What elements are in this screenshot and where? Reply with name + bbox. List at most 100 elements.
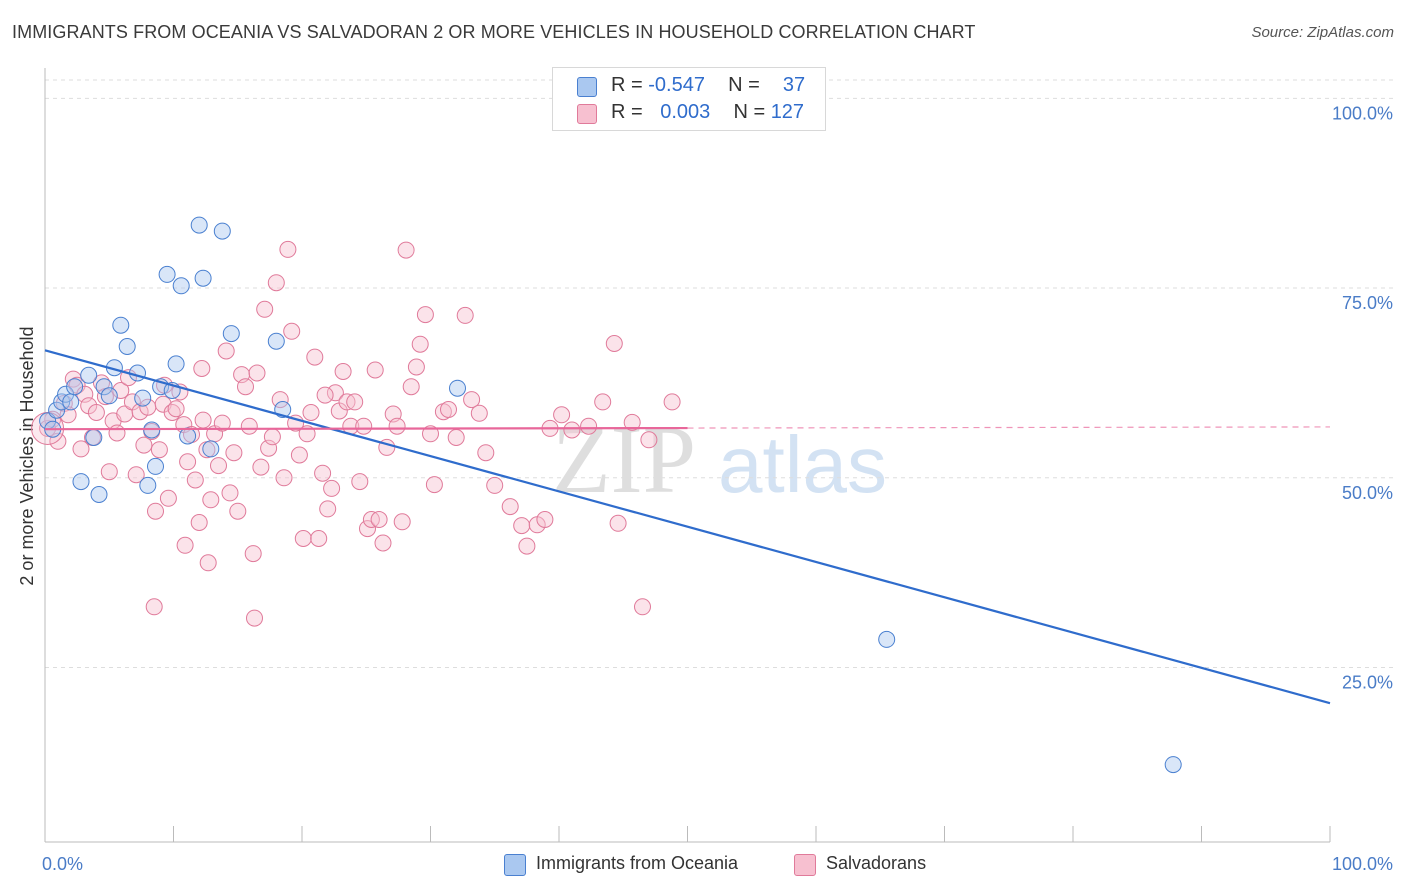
scatter-point — [518, 537, 536, 555]
scatter-point — [202, 491, 220, 509]
scatter-point — [225, 444, 243, 462]
scatter-point — [486, 476, 504, 494]
scatter-point — [463, 391, 481, 409]
scatter-point — [310, 530, 328, 547]
scatter-point — [62, 393, 80, 411]
scatter-point — [72, 440, 90, 458]
legend-label-oceania: Immigrants from Oceania — [536, 853, 739, 873]
stats-r-value: 0.003 — [660, 101, 711, 123]
scatter-point — [179, 453, 197, 471]
scatter-point — [167, 400, 185, 418]
scatter-point — [100, 387, 118, 405]
scatter-point — [393, 513, 411, 531]
trend-lines — [44, 349, 1331, 705]
scatter-point — [221, 484, 239, 502]
scatter-point — [416, 306, 434, 324]
legend-swatch-salvadorans — [794, 854, 816, 876]
scatter-point — [80, 366, 98, 384]
scatter-point — [127, 466, 145, 484]
scatter-point — [1164, 756, 1182, 774]
scatter-point — [158, 265, 176, 283]
legend-swatch-oceania — [504, 854, 526, 876]
scatter-point — [129, 364, 146, 382]
scatter-point — [294, 530, 312, 547]
stats-swatch-salvadorans — [577, 104, 597, 124]
scatter-point — [159, 489, 177, 507]
scatter-point — [139, 476, 157, 494]
scatter-point — [316, 386, 334, 404]
scatter-point — [456, 306, 474, 324]
scatter-point — [267, 274, 285, 292]
scatter-point — [150, 441, 168, 459]
scatter-point — [440, 401, 457, 418]
y-tick-labels: 25.0% 50.0% 75.0% 100.0% — [1332, 103, 1393, 692]
scatter-point — [134, 389, 152, 407]
scatter-point — [252, 458, 270, 476]
scatter-point — [334, 363, 352, 380]
scatter-point — [256, 300, 274, 318]
scatter-point — [95, 378, 113, 396]
scatter-point — [513, 517, 531, 535]
stats-r-value: -0.547 — [648, 74, 705, 96]
scatter-point — [147, 457, 164, 475]
scatter-point — [470, 404, 488, 422]
y-tick-label: 75.0% — [1342, 293, 1393, 313]
scatter-point — [663, 393, 681, 411]
scatter-point — [306, 348, 324, 366]
scatter-point — [283, 322, 301, 340]
stats-swatch-oceania — [577, 77, 597, 97]
scatter-point — [172, 277, 190, 295]
watermark: ZIP atlas — [552, 406, 887, 513]
scatter-point — [194, 411, 212, 429]
scatter-point — [477, 444, 495, 462]
y-tick-label: 25.0% — [1342, 672, 1393, 692]
scatter-point — [267, 332, 285, 350]
y-axis-label: 2 or more Vehicles in Household — [17, 326, 37, 585]
x-tick-labels: 0.0% 100.0% — [42, 854, 1393, 874]
scatter-point — [366, 361, 384, 379]
series-immigrants-from-oceania — [39, 216, 1182, 774]
scatter-point — [53, 393, 71, 411]
scatter-point — [355, 417, 373, 435]
scatter-point — [190, 514, 208, 531]
scatter-point — [100, 463, 118, 481]
watermark-atlas: atlas — [718, 420, 887, 509]
scatter-point — [279, 240, 297, 258]
scatter-point — [411, 335, 429, 353]
stats-n-value: 37 — [782, 74, 806, 96]
scatter-point — [536, 511, 554, 528]
scatter-point — [263, 428, 281, 446]
trend-line-oceania — [44, 349, 1331, 705]
scatter-point — [229, 502, 247, 520]
scatter-point — [167, 355, 185, 373]
scatter-point — [359, 520, 376, 538]
scatter-point — [90, 486, 108, 503]
scatter-point — [326, 384, 344, 402]
stats-n-value: 127 — [770, 101, 805, 123]
scatter-point — [66, 378, 84, 396]
y-tick-label: 50.0% — [1342, 483, 1393, 503]
scatter-point — [640, 431, 658, 449]
stats-r-label: R = — [611, 101, 643, 123]
scatter-point — [248, 364, 266, 382]
scatter-point — [271, 391, 289, 409]
stats-box: R = -0.547 N = 37 R = 0.003 N = 127 — [552, 67, 826, 131]
scatter-point — [397, 241, 415, 259]
scatter-point — [244, 545, 262, 563]
scatter-point — [447, 429, 465, 446]
scatter-point — [346, 393, 364, 411]
chart-source: Source: ZipAtlas.com — [1251, 24, 1394, 41]
scatter-point — [323, 479, 341, 497]
scatter-point — [501, 498, 519, 516]
scatter-point — [193, 360, 211, 377]
scatter-point — [580, 417, 598, 435]
trend-line-salvadorans — [44, 426, 688, 431]
scatter-point — [634, 598, 651, 616]
scatter-point — [402, 378, 420, 396]
chart-title: IMMIGRANTS FROM OCEANIA VS SALVADORAN 2 … — [12, 22, 976, 42]
scatter-point — [72, 473, 90, 491]
x-tick-label: 100.0% — [1332, 854, 1393, 874]
scatter-point — [594, 393, 612, 411]
x-tick-label: 0.0% — [42, 854, 83, 874]
